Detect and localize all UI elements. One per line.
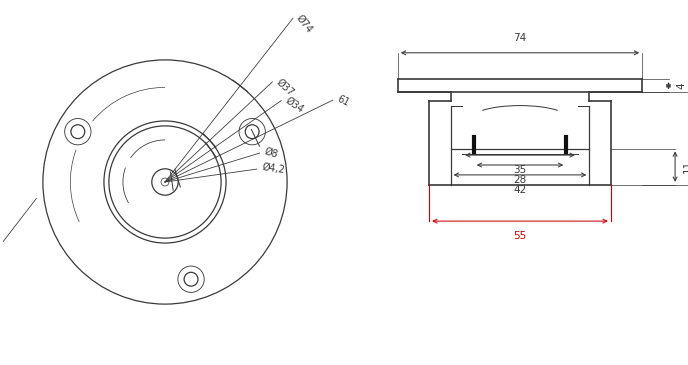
Text: Ø4,2: Ø4,2 <box>261 162 286 176</box>
Text: Ø74: Ø74 <box>294 14 314 35</box>
Text: 74: 74 <box>513 33 526 43</box>
Text: 4: 4 <box>677 82 687 89</box>
Text: 61: 61 <box>335 94 351 108</box>
Text: Ø37: Ø37 <box>274 77 295 97</box>
Text: 42: 42 <box>513 185 526 195</box>
Text: 35: 35 <box>513 165 526 175</box>
Text: Ø34: Ø34 <box>283 95 305 115</box>
Text: 55: 55 <box>513 231 526 241</box>
Text: 11: 11 <box>683 160 688 173</box>
Text: 28: 28 <box>513 175 526 185</box>
Text: Ø8: Ø8 <box>264 147 279 160</box>
